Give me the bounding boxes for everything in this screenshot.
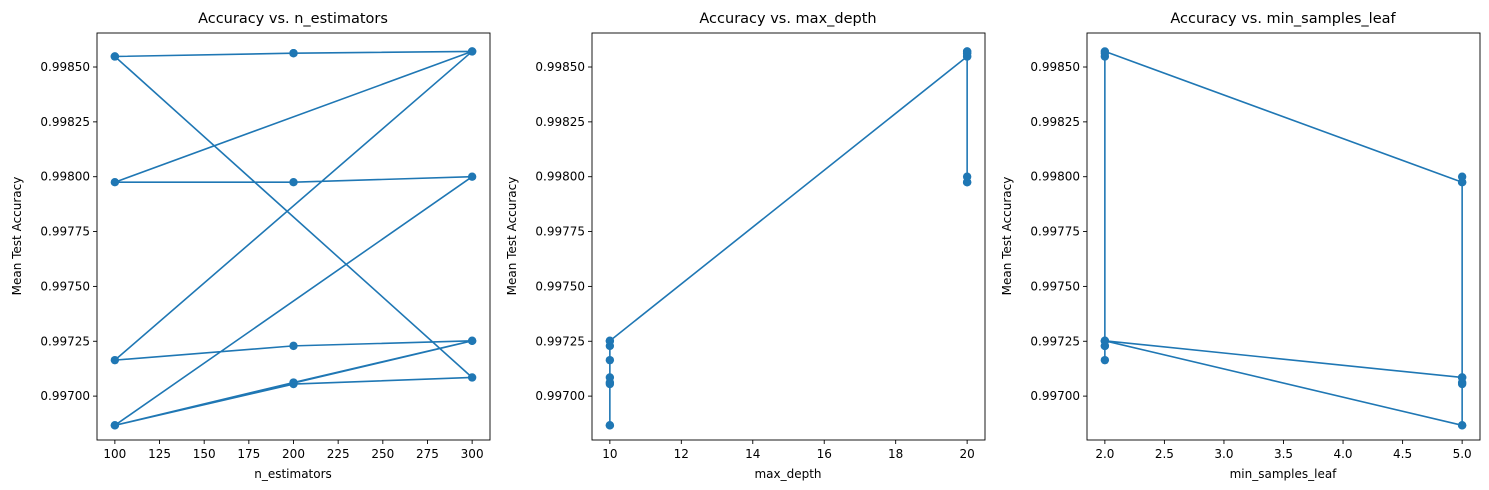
y-axis-label: Mean Test Accuracy — [505, 177, 519, 296]
y-tick-label: 0.99850 — [535, 60, 585, 74]
data-point — [110, 421, 120, 430]
chart-title: Accuracy vs. min_samples_leaf — [1170, 11, 1396, 27]
plot-area-frame — [1086, 32, 1481, 441]
subplot-min-samples-leaf: Accuracy vs. min_samples_leaf min_sample… — [1000, 11, 1481, 481]
x-tick-label: 4.0 — [1333, 447, 1352, 461]
y-tick-label: 0.99750 — [535, 279, 585, 293]
data-point — [1457, 421, 1467, 430]
x-axis-label: n_estimators — [254, 467, 332, 481]
y-tick-label: 0.99725 — [535, 334, 585, 348]
series-line — [609, 50, 968, 427]
x-tick-label: 100 — [103, 447, 126, 461]
y-tick-label: 0.99850 — [40, 60, 90, 74]
x-tick-label: 14 — [745, 447, 760, 461]
y-tick-label: 0.99775 — [40, 225, 90, 239]
series-line — [114, 50, 473, 427]
y-tick-label: 0.99725 — [1030, 334, 1080, 348]
y-tick-label: 0.99750 — [40, 279, 90, 293]
y-tick-label: 0.99700 — [40, 389, 90, 403]
x-tick-label: 250 — [371, 447, 394, 461]
x-tick-label: 125 — [148, 447, 171, 461]
x-tick-label: 150 — [193, 447, 216, 461]
data-point — [110, 178, 120, 187]
x-tick-label: 200 — [282, 447, 305, 461]
data-point — [1100, 47, 1110, 56]
x-tick-label: 175 — [237, 447, 260, 461]
data-point — [1100, 336, 1110, 346]
x-tick-label: 10 — [602, 447, 617, 461]
data-point — [289, 48, 298, 58]
data-point — [289, 378, 298, 387]
x-tick-label: 3.0 — [1214, 447, 1233, 461]
data-point — [1457, 172, 1467, 181]
x-tick-label: 16 — [817, 447, 832, 461]
y-tick-label: 0.99700 — [1030, 389, 1080, 403]
data-point — [467, 373, 477, 382]
y-tick-label: 0.99750 — [1030, 279, 1080, 293]
data-point — [605, 378, 615, 387]
y-tick-label: 0.99800 — [40, 170, 90, 184]
y-tick-label: 0.99825 — [40, 115, 90, 129]
chart-title: Accuracy vs. n_estimators — [198, 11, 388, 27]
series-line — [1104, 50, 1463, 427]
x-tick-label: 18 — [888, 447, 903, 461]
y-axis-label: Mean Test Accuracy — [1000, 177, 1014, 296]
data-point — [605, 421, 615, 430]
plot-area-frame — [591, 32, 986, 441]
y-tick-label: 0.99775 — [535, 225, 585, 239]
data-point — [962, 172, 972, 181]
data-point — [467, 47, 477, 56]
x-tick-label: 300 — [461, 447, 484, 461]
data-point — [110, 355, 120, 365]
x-tick-label: 2.0 — [1095, 447, 1114, 461]
data-point — [605, 355, 615, 365]
y-tick-label: 0.99825 — [535, 115, 585, 129]
chart-title: Accuracy vs. max_depth — [699, 11, 876, 27]
x-tick-label: 3.5 — [1274, 447, 1293, 461]
x-tick-label: 275 — [416, 447, 439, 461]
y-tick-label: 0.99725 — [40, 334, 90, 348]
y-tick-label: 0.99700 — [535, 389, 585, 403]
y-tick-label: 0.99800 — [535, 170, 585, 184]
data-point — [1100, 355, 1110, 365]
x-tick-label: 225 — [327, 447, 350, 461]
x-tick-label: 20 — [959, 447, 974, 461]
y-tick-label: 0.99825 — [1030, 115, 1080, 129]
data-point — [962, 47, 972, 56]
subplot-n-estimators: Accuracy vs. n_estimators n_estimators M… — [10, 11, 491, 481]
y-tick-label: 0.99800 — [1030, 170, 1080, 184]
x-tick-label: 12 — [674, 447, 689, 461]
data-point — [605, 336, 615, 346]
subplot-max-depth: Accuracy vs. max_depth max_depth Mean Te… — [505, 11, 986, 481]
data-point — [110, 52, 120, 61]
y-axis-label: Mean Test Accuracy — [10, 177, 24, 296]
data-point — [289, 341, 298, 351]
x-axis-label: min_samples_leaf — [1230, 467, 1338, 481]
y-tick-label: 0.99775 — [1030, 225, 1080, 239]
x-axis-label: max_depth — [754, 467, 821, 481]
data-point — [467, 336, 477, 346]
y-tick-label: 0.99850 — [1030, 60, 1080, 74]
x-tick-label: 4.5 — [1393, 447, 1412, 461]
x-tick-label: 2.5 — [1155, 447, 1174, 461]
data-point — [467, 172, 477, 181]
x-tick-label: 5.0 — [1453, 447, 1472, 461]
data-point — [1457, 373, 1467, 382]
data-point — [289, 178, 298, 187]
